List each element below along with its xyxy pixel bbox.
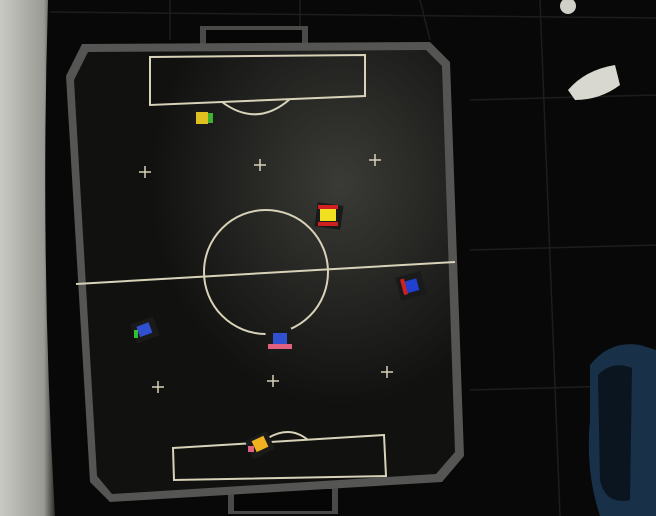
chair-seat: [598, 365, 632, 501]
object: [568, 65, 620, 100]
robots: [130, 109, 427, 460]
goal-inner: [234, 489, 332, 511]
crosses: [139, 154, 393, 393]
object: [560, 0, 576, 14]
field: [74, 50, 455, 494]
side-wall: [0, 0, 55, 516]
